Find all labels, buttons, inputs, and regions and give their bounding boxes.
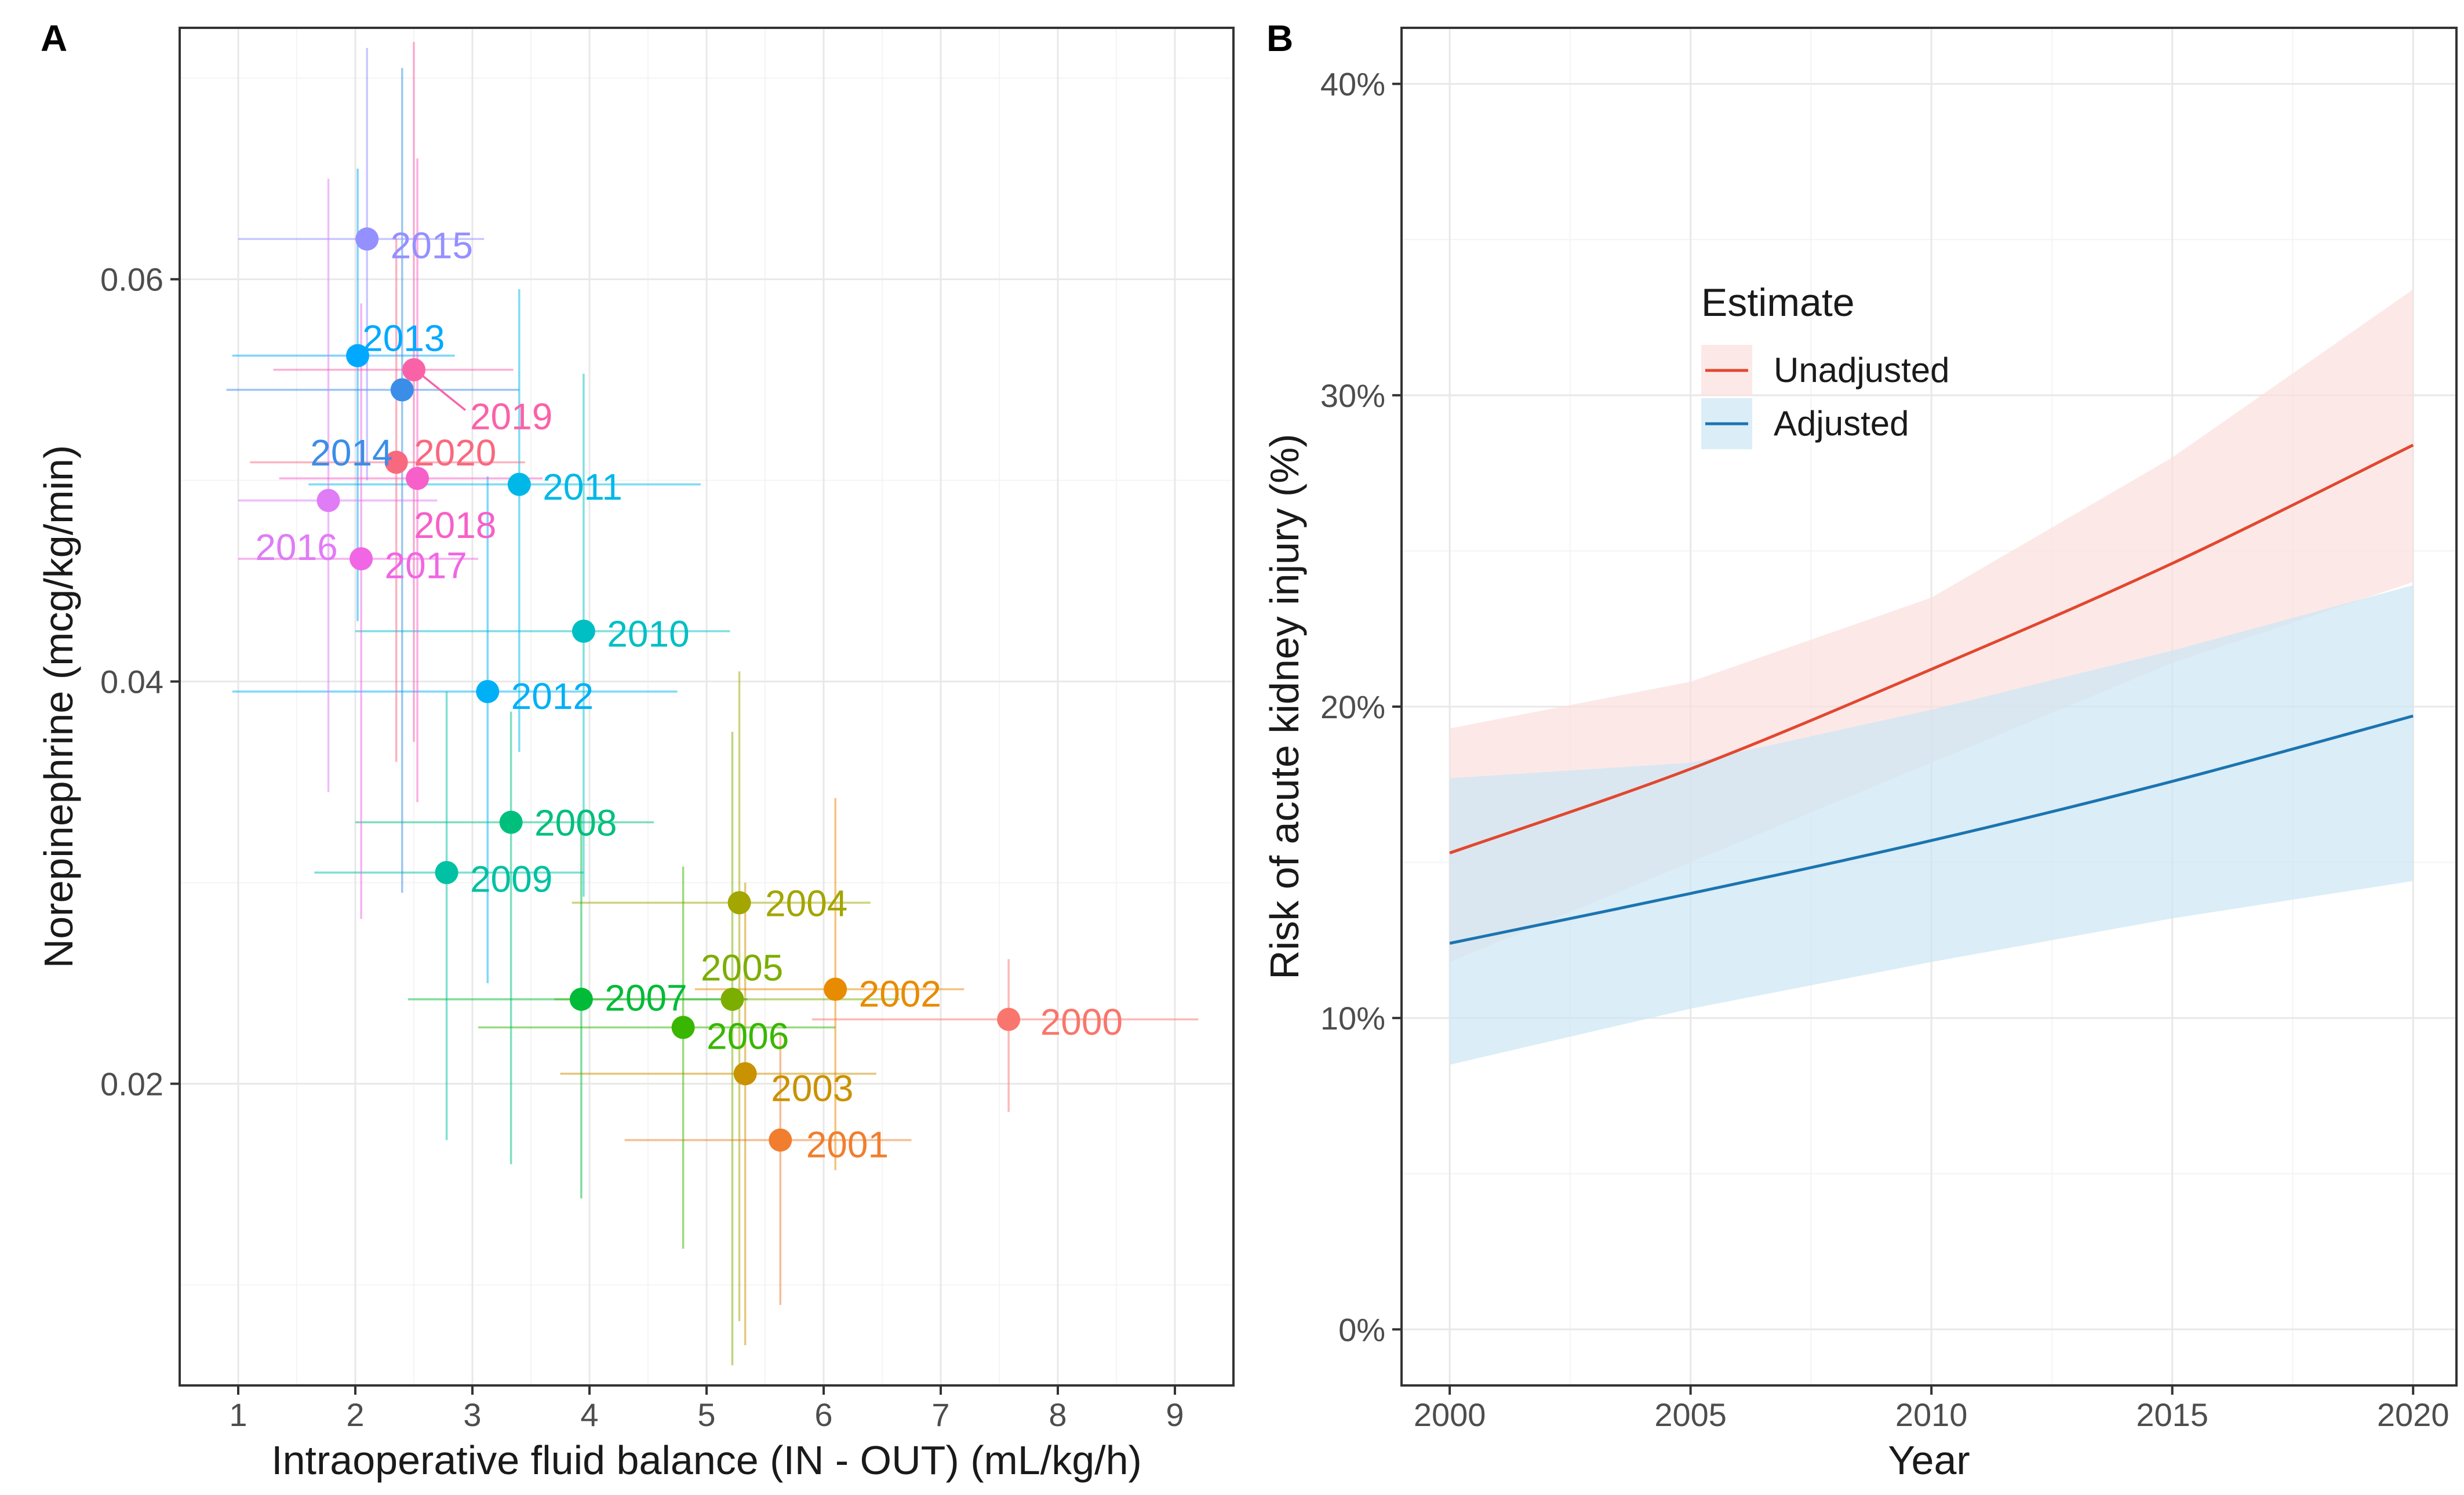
panel-b-lines <box>1449 443 2414 945</box>
panel-b-axes: 2000 2005 2010 2015 2020 0% 10% 20% 30% 40% <box>1320 66 2450 1433</box>
x-tick-label: 2000 <box>1414 1396 1486 1433</box>
x-tick-label: 2020 <box>2377 1396 2450 1433</box>
point-label-2018: 2018 <box>414 504 496 546</box>
point-2001 <box>769 1128 792 1152</box>
point-label-2002: 2002 <box>859 973 941 1014</box>
panel-b-letter: B <box>1266 17 1293 59</box>
point-2005 <box>720 987 744 1011</box>
x-tick-label: 4 <box>580 1396 598 1433</box>
point-2014 <box>390 378 414 402</box>
point-label-2008: 2008 <box>534 802 617 844</box>
panel-a-y-axis-title: Norepinephrine (mcg/kg/min) <box>36 445 81 969</box>
panel-a-error-bars <box>226 42 1199 1366</box>
legend-label-adjusted: Adjusted <box>1774 404 1909 443</box>
x-tick-label: 9 <box>1166 1396 1184 1433</box>
point-label-2005: 2005 <box>701 947 783 988</box>
point-label-2000: 2000 <box>1040 1001 1123 1043</box>
point-label-2019: 2019 <box>470 396 552 438</box>
line-unadjusted <box>1449 443 2414 854</box>
panel-b-confidence-bands <box>1450 289 2414 1065</box>
point-label-2013: 2013 <box>362 317 445 359</box>
point-2011 <box>507 472 531 496</box>
y-tick-label: 0.06 <box>100 261 163 298</box>
panel-a-axes: 1 2 3 4 5 6 7 8 9 0.02 0.04 0.06 <box>100 261 1184 1433</box>
point-2006 <box>671 1016 695 1039</box>
x-tick-label: 6 <box>814 1396 832 1433</box>
line-adjusted <box>1449 714 2414 945</box>
y-tick-label: 40% <box>1320 66 1385 103</box>
y-tick-label: 30% <box>1320 377 1385 414</box>
point-2020 <box>384 450 408 474</box>
point-2003 <box>733 1062 757 1086</box>
point-2004 <box>727 891 751 915</box>
panel-a-points <box>316 227 1021 1152</box>
panel-a-letter: A <box>41 17 67 59</box>
x-tick-label: 8 <box>1049 1396 1067 1433</box>
band-adjusted <box>1450 585 2414 1065</box>
panel-b-line-chart: 2000 2005 2010 2015 2020 0% 10% 20% 30% 40% Estim… <box>1262 27 2458 1483</box>
point-label-2007: 2007 <box>605 977 687 1019</box>
panel-b-y-axis-title: Risk of acute kidney injury (%) <box>1262 434 1307 979</box>
point-2013 <box>346 344 370 368</box>
y-tick-label: 10% <box>1320 1000 1385 1036</box>
panel-a-point-labels: 2000 2001 2002 2003 2004 2005 2006 2007 2008 2009… <box>255 225 1123 1166</box>
point-2008 <box>499 810 523 834</box>
point-2012 <box>476 679 500 703</box>
y-tick-label: 20% <box>1320 689 1385 725</box>
point-label-2012: 2012 <box>511 675 594 717</box>
x-tick-label: 2015 <box>2136 1396 2208 1433</box>
point-2017 <box>350 547 373 570</box>
x-tick-label: 2 <box>346 1396 364 1433</box>
point-label-2015: 2015 <box>391 225 473 267</box>
x-tick-label: 5 <box>697 1396 715 1433</box>
point-label-2016: 2016 <box>255 526 337 568</box>
label-leader-2019 <box>420 373 467 412</box>
point-2010 <box>572 619 595 643</box>
point-label-2011: 2011 <box>543 466 623 508</box>
x-tick-label: 2005 <box>1654 1396 1727 1433</box>
point-2016 <box>316 489 340 512</box>
x-tick-label: 1 <box>229 1396 247 1433</box>
point-2000 <box>997 1007 1021 1031</box>
panel-b-x-axis-title: Year <box>1888 1438 1970 1483</box>
point-label-2009: 2009 <box>470 859 552 900</box>
y-tick-label: 0% <box>1338 1311 1385 1348</box>
panel-a-x-axis-title: Intraoperative fluid balance (IN - OUT) … <box>271 1438 1142 1483</box>
point-label-2004: 2004 <box>765 882 847 924</box>
point-2002 <box>824 977 847 1001</box>
point-2019 <box>402 358 425 381</box>
point-label-2006: 2006 <box>707 1015 789 1057</box>
point-2007 <box>569 987 593 1011</box>
legend: Estimate Unadjusted Adjusted <box>1701 281 1950 449</box>
point-label-2020: 2020 <box>414 432 496 474</box>
panel-a-gridlines <box>180 28 1233 1385</box>
point-label-2014: 2014 <box>310 432 392 474</box>
point-label-2010: 2010 <box>607 613 689 654</box>
point-2009 <box>435 861 458 885</box>
x-tick-label: 3 <box>463 1396 481 1433</box>
point-2015 <box>355 227 379 251</box>
x-tick-label: 7 <box>931 1396 949 1433</box>
legend-title: Estimate <box>1701 281 1855 325</box>
y-tick-label: 0.02 <box>100 1066 163 1103</box>
point-label-2017: 2017 <box>385 544 467 586</box>
point-label-2001: 2001 <box>806 1124 889 1166</box>
x-tick-label: 2010 <box>1895 1396 1968 1433</box>
y-tick-label: 0.04 <box>100 664 163 700</box>
point-2018 <box>406 467 430 490</box>
legend-label-unadjusted: Unadjusted <box>1774 351 1950 390</box>
panel-a-scatter: 2000 2001 2002 2003 2004 2005 2006 2007 2008 2009… <box>36 27 1235 1483</box>
point-label-2003: 2003 <box>771 1067 853 1109</box>
